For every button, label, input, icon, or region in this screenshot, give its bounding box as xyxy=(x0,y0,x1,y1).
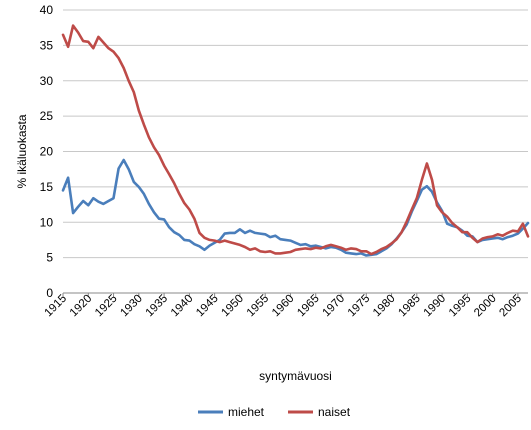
x-tick-label: 1945 xyxy=(194,293,221,320)
x-tick-label: 1965 xyxy=(295,293,322,320)
legend-label-miehet: miehet xyxy=(228,405,265,419)
x-tick-labels: 1915192019251930193519401945195019551960… xyxy=(43,293,524,320)
series-lines xyxy=(61,24,530,257)
x-tick-label: 1980 xyxy=(371,293,398,320)
legend-label-naiset: naiset xyxy=(318,405,351,419)
x-tick-label: 1990 xyxy=(422,293,449,320)
y-tick-label: 20 xyxy=(40,145,54,159)
x-tick-label: 2000 xyxy=(472,293,499,320)
y-tick-label: 40 xyxy=(40,3,54,17)
x-tick-label: 1970 xyxy=(321,293,348,320)
y-axis-title: % ikäluokasta xyxy=(15,114,29,188)
x-tick-label: 1935 xyxy=(144,293,171,320)
y-tick-label: 30 xyxy=(40,74,54,88)
x-tick-label: 1925 xyxy=(93,293,120,320)
x-tick-label: 1960 xyxy=(270,293,297,320)
x-tick-label: 2005 xyxy=(497,293,524,320)
x-tick-label: 1975 xyxy=(346,293,373,320)
series-line-miehet xyxy=(61,158,530,257)
x-tick-label: 1995 xyxy=(447,293,474,320)
x-tick-label: 1955 xyxy=(245,293,272,320)
x-tick-label: 1930 xyxy=(118,293,145,320)
x-tick-label: 1950 xyxy=(219,293,246,320)
x-tick-label: 1940 xyxy=(169,293,196,320)
series-line-naiset xyxy=(61,24,530,256)
x-tick-label: 1985 xyxy=(396,293,423,320)
y-tick-labels: 0 5 10 15 20 25 30 35 40 xyxy=(40,3,54,300)
y-tick-label: 5 xyxy=(46,251,53,265)
y-tick-label: 35 xyxy=(40,38,54,52)
y-tick-label: 25 xyxy=(40,109,54,123)
legend: miehet naiset xyxy=(198,405,351,419)
y-tick-label: 0 xyxy=(46,286,53,300)
x-tick-label: 1920 xyxy=(68,293,95,320)
y-tick-label: 15 xyxy=(40,180,54,194)
y-tick-label: 10 xyxy=(40,215,54,229)
x-axis-title: syntymävuosi xyxy=(259,369,332,383)
